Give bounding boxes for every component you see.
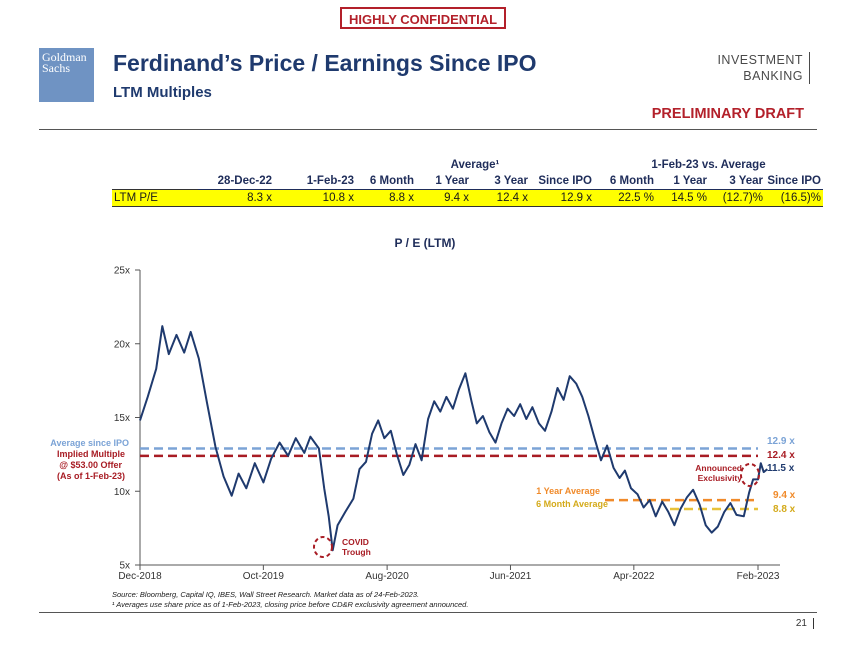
announced-exclusivity-marker <box>740 463 760 487</box>
one-year-value-label: 9.4 x <box>773 490 796 501</box>
table-cell: 12.4 x <box>471 189 530 207</box>
y-tick-label: 10x <box>114 487 130 498</box>
table-cell: (12.7)% <box>709 189 765 207</box>
x-ticks: Dec-2018 Oct-2019 Aug-2020 Jun-2021 Apr-2022… <box>118 565 780 582</box>
implied-annotation-2: @ $53.00 Offer <box>59 460 122 470</box>
y-tick-label: 25x <box>114 266 130 277</box>
page-subtitle: LTM Multiples <box>113 84 212 101</box>
goldman-sachs-logo: Goldman Sachs <box>39 48 94 102</box>
one-year-avg-annotation: 1 Year Average <box>536 486 600 496</box>
draft-label: PRELIMINARY DRAFT <box>651 106 804 122</box>
page-number: 21 <box>796 618 814 629</box>
chart-title: P / E (LTM) <box>394 236 456 250</box>
covid-trough-marker <box>313 536 333 558</box>
y-tick-label: 5x <box>119 561 130 572</box>
table-cell: 9.4 x <box>416 189 471 207</box>
covid-label-2: Trough <box>342 547 371 557</box>
logo-text-1: Goldman <box>42 50 87 64</box>
source-text: Source: Bloomberg, Capital IQ, IBES, Wal… <box>112 590 420 599</box>
announced-label-1: Announced <box>695 463 742 473</box>
six-month-value-label: 8.8 x <box>773 504 796 515</box>
footer-divider <box>39 612 817 613</box>
x-tick-label: Feb-2023 <box>737 571 780 582</box>
row-label: LTM P/E <box>112 189 198 207</box>
implied-annotation-1: Implied Multiple <box>57 449 125 459</box>
ib-line-1: INVESTMENT <box>717 53 803 67</box>
x-tick-label: Dec-2018 <box>118 571 162 582</box>
pe-series-line <box>139 325 768 552</box>
y-tick-label: 15x <box>114 413 130 424</box>
confidential-banner: HIGHLY CONFIDENTIAL <box>340 7 506 29</box>
group-vs-header: 1-Feb-23 vs. Average <box>651 159 766 171</box>
table-row: LTM P/E 8.3 x 10.8 x 8.8 x 9.4 x 12.4 x … <box>112 189 823 207</box>
col-header: Since IPO <box>530 173 594 190</box>
table-cell: 10.8 x <box>274 189 356 207</box>
pe-line-chart: 5x 10x 15x 20x 25x Dec-2018 Oct-2019 Aug-2020 J… <box>50 266 796 583</box>
table-cell: 14.5 % <box>656 189 709 207</box>
announced-label-2: Exclusivity <box>698 473 743 483</box>
y-tick-label: 20x <box>114 339 130 350</box>
current-value-label: 11.5 x <box>767 463 795 474</box>
source-note: Source: Bloomberg, Capital IQ, IBES, Wal… <box>112 590 468 610</box>
implied-value-label: 12.4 x <box>767 450 795 461</box>
footnote-text: ¹ Averages use share price as of 1-Feb-2… <box>112 600 469 609</box>
table-cell: 8.8 x <box>356 189 416 207</box>
avg-ipo-value-label: 12.9 x <box>767 436 795 447</box>
x-tick-label: Oct-2019 <box>243 571 285 582</box>
reference-lines <box>140 447 758 511</box>
col-header: 1 Year <box>416 173 471 190</box>
six-month-avg-annotation: 6 Month Average <box>536 499 608 509</box>
table-cell: 8.3 x <box>198 189 274 207</box>
col-header: Since IPO <box>765 173 823 190</box>
x-tick-label: Apr-2022 <box>613 571 655 582</box>
col-header: 1 Year <box>656 173 709 190</box>
table-cell: (16.5)% <box>765 189 823 207</box>
page-title: Ferdinand’s Price / Earnings Since IPO <box>113 50 537 76</box>
x-tick-label: Aug-2020 <box>365 571 409 582</box>
table-cell: 22.5 % <box>594 189 656 207</box>
x-tick-label: Jun-2021 <box>490 571 532 582</box>
col-header: 1-Feb-23 <box>274 173 356 190</box>
covid-label-1: COVID <box>342 537 369 547</box>
col-header: 28-Dec-22 <box>198 173 274 190</box>
group-average-header: Average¹ <box>450 159 500 171</box>
implied-annotation-3: (As of 1-Feb-23) <box>57 471 125 481</box>
col-header: 6 Month <box>356 173 416 190</box>
col-header: 6 Month <box>594 173 656 190</box>
ib-line-2: BANKING <box>743 69 803 83</box>
col-header: 3 Year <box>471 173 530 190</box>
investment-banking-label: INVESTMENT BANKING <box>717 52 810 84</box>
header-divider <box>39 129 817 130</box>
y-ticks: 5x 10x 15x 20x 25x <box>114 266 140 572</box>
avg-ipo-annotation: Average since IPO <box>50 438 129 448</box>
col-header: 3 Year <box>709 173 765 190</box>
logo-text-2: Sachs <box>42 61 70 75</box>
table-cell: 12.9 x <box>530 189 594 207</box>
pe-summary-table: Average¹ 1-Feb-23 vs. Average 28-Dec-22 … <box>112 157 823 207</box>
